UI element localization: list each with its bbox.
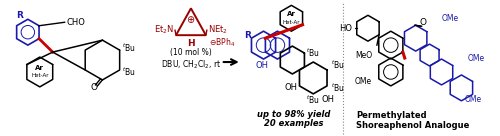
Text: OMe: OMe xyxy=(468,54,484,63)
Text: Ar: Ar xyxy=(287,11,296,17)
Text: OH: OH xyxy=(284,83,298,92)
Text: $^t$Bu: $^t$Bu xyxy=(306,94,320,106)
Text: OH: OH xyxy=(255,61,268,69)
Text: NEt$_2$: NEt$_2$ xyxy=(208,24,228,36)
Text: OMe: OMe xyxy=(442,14,458,23)
Text: Et$_2$N: Et$_2$N xyxy=(154,24,174,36)
Text: Ar: Ar xyxy=(36,65,44,71)
Text: OMe: OMe xyxy=(355,77,372,86)
Text: $^t$Bu: $^t$Bu xyxy=(122,42,136,54)
Text: up to 98% yield: up to 98% yield xyxy=(256,110,330,119)
Text: OMe: OMe xyxy=(464,95,481,104)
Text: HO: HO xyxy=(339,24,352,33)
Text: $^t$Bu: $^t$Bu xyxy=(331,82,345,94)
Text: 20 examples: 20 examples xyxy=(264,119,323,128)
Text: OH: OH xyxy=(321,95,334,104)
Text: R: R xyxy=(16,11,24,20)
Text: O: O xyxy=(91,83,98,92)
Text: H: H xyxy=(187,39,194,48)
Text: Shoreaphenol Analogue: Shoreaphenol Analogue xyxy=(356,121,470,130)
Text: (10 mol %): (10 mol %) xyxy=(170,48,212,57)
Text: O: O xyxy=(419,18,426,27)
Text: Permethylated: Permethylated xyxy=(356,111,426,120)
Text: R: R xyxy=(244,31,251,40)
Text: MeO: MeO xyxy=(355,51,372,60)
Text: DBU, CH$_2$Cl$_2$, rt: DBU, CH$_2$Cl$_2$, rt xyxy=(160,59,221,71)
Text: $^t$Bu: $^t$Bu xyxy=(331,59,345,71)
Text: Het-Ar: Het-Ar xyxy=(31,73,48,78)
Text: $^t$Bu: $^t$Bu xyxy=(306,47,320,59)
Text: CHO: CHO xyxy=(66,18,86,27)
Text: $\oplus$: $\oplus$ xyxy=(186,14,196,25)
Text: Het-Ar: Het-Ar xyxy=(282,20,300,25)
Text: $^t$Bu: $^t$Bu xyxy=(122,66,136,78)
Text: $\ominus$BPh$_4$: $\ominus$BPh$_4$ xyxy=(209,37,235,49)
